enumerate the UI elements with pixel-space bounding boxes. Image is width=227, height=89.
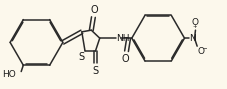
Text: O: O: [121, 54, 129, 64]
Text: O: O: [197, 47, 204, 56]
Text: N: N: [188, 34, 195, 43]
Text: NH: NH: [116, 34, 129, 43]
Text: HO: HO: [2, 70, 16, 79]
Text: S: S: [92, 66, 98, 76]
Text: S: S: [78, 52, 84, 62]
Text: $^+$: $^+$: [191, 23, 198, 32]
Text: $^-$: $^-$: [200, 45, 207, 54]
Text: O: O: [191, 18, 198, 27]
Text: O: O: [90, 5, 98, 15]
